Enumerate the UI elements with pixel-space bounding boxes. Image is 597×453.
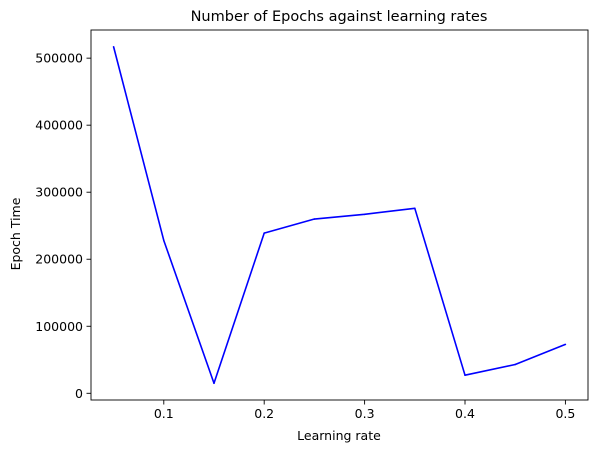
x-axis: 0.1 0.2 0.3 0.4 0.5 bbox=[154, 400, 575, 421]
series-layer bbox=[112, 45, 567, 385]
data-point bbox=[162, 239, 165, 242]
x-tick-label: 0.1 bbox=[154, 406, 174, 421]
data-point bbox=[564, 343, 567, 346]
data-point bbox=[313, 218, 316, 220]
data-point bbox=[414, 207, 416, 210]
data-point bbox=[213, 382, 215, 385]
data-point bbox=[263, 232, 265, 234]
chart-title: Number of Epochs against learning rates bbox=[191, 9, 488, 25]
y-tick-label: 0 bbox=[75, 386, 83, 401]
x-tick-label: 0.5 bbox=[555, 406, 575, 421]
data-point bbox=[464, 374, 466, 376]
x-tick-label: 0.2 bbox=[254, 406, 274, 421]
plot-frame bbox=[90, 29, 589, 401]
y-tick-label: 200000 bbox=[35, 252, 83, 267]
data-point bbox=[514, 363, 517, 366]
x-axis-label: Learning rate bbox=[297, 428, 381, 443]
x-tick-label: 0.4 bbox=[455, 406, 475, 421]
y-tick-label: 400000 bbox=[35, 118, 83, 133]
y-tick-label: 100000 bbox=[35, 319, 83, 334]
data-point bbox=[363, 213, 366, 216]
series-line bbox=[112, 46, 566, 385]
y-tick-label: 500000 bbox=[35, 51, 83, 66]
y-axis-label: Epoch Time bbox=[8, 197, 23, 270]
x-tick-label: 0.3 bbox=[355, 406, 375, 421]
y-axis: 0 100000 200000 300000 400000 500000 bbox=[35, 51, 91, 401]
y-tick-label: 300000 bbox=[35, 185, 83, 200]
data-point bbox=[112, 45, 115, 48]
